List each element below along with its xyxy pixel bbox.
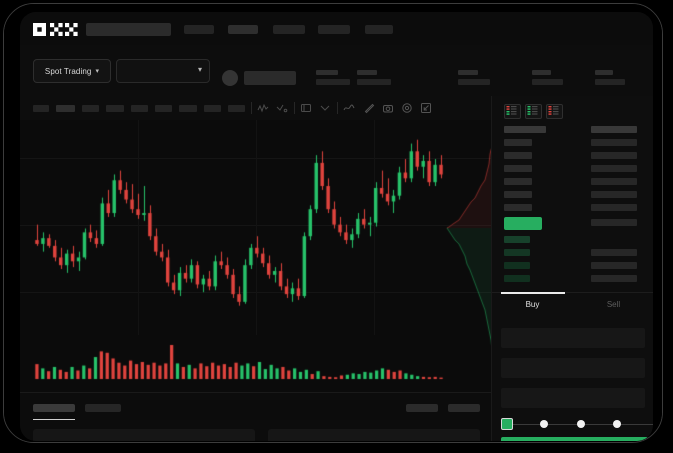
search-input[interactable] [86, 23, 171, 36]
interval-chip-6[interactable] [155, 105, 172, 112]
order-book-panel: Buy Sell [491, 96, 653, 441]
stat-last-price [316, 70, 350, 85]
nav-item-2[interactable] [228, 25, 258, 34]
pair-select-dropdown[interactable]: ▾ [116, 59, 210, 83]
buy-submit-button[interactable] [501, 437, 653, 441]
interval-chip-5[interactable] [131, 105, 148, 112]
bid-row-price-4[interactable] [504, 275, 530, 282]
interval-chip-8[interactable] [204, 105, 221, 112]
app-header [20, 12, 653, 45]
price-chart[interactable] [20, 120, 491, 392]
ask-row-price-2[interactable] [504, 152, 532, 159]
orderbook-mode-both-icon[interactable] [504, 104, 521, 119]
bottom-content-panel-1 [33, 429, 255, 441]
interval-chip-2[interactable] [56, 105, 75, 112]
bid-row-size-3 [591, 262, 637, 269]
bottom-content-panel-2 [268, 429, 480, 441]
stat-volume-24h [595, 70, 625, 85]
ask-row-size-3 [591, 165, 637, 172]
tab-order-history[interactable] [85, 404, 121, 412]
tab-sell[interactable]: Sell [606, 300, 621, 309]
settings-gear-icon[interactable] [401, 102, 413, 114]
drawing-tools-icon[interactable] [363, 102, 375, 114]
chevron-down-icon: ▾ [197, 65, 202, 74]
ask-row-size-1 [591, 139, 637, 146]
snapshot-icon[interactable] [382, 102, 394, 114]
indicator-icon[interactable] [257, 102, 269, 114]
ask-row-price-5[interactable] [504, 191, 532, 198]
interval-chip-4[interactable] [106, 105, 124, 112]
bottom-action-2[interactable] [448, 404, 480, 412]
interval-chip-1[interactable] [33, 105, 49, 112]
stat-change-24h [357, 70, 391, 85]
tab-open-orders[interactable] [33, 404, 75, 412]
coin-avatar [222, 70, 238, 86]
nav-item-5[interactable] [365, 25, 393, 34]
bid-row-price-3[interactable] [504, 262, 530, 269]
orderbook-mode-asks-icon[interactable] [546, 104, 563, 119]
bid-row-size-4 [591, 275, 637, 282]
chevron-down-icon: ▾ [95, 67, 100, 75]
interval-chip-3[interactable] [82, 105, 99, 112]
slider-stop-50[interactable] [577, 420, 585, 428]
bottom-action-1[interactable] [406, 404, 438, 412]
interval-chip-9[interactable] [228, 105, 245, 112]
tab-buy[interactable]: Buy [525, 300, 540, 309]
orderbook-mode-bids-icon[interactable] [525, 104, 542, 119]
app-screen: Spot Trading ▾ ▾ [20, 12, 653, 441]
chart-type-icon[interactable] [319, 102, 331, 114]
stat-low-24h [532, 70, 563, 85]
orderbook-last-size [591, 219, 637, 226]
active-tab-underline [33, 419, 75, 420]
bid-row-price-2[interactable] [504, 249, 530, 256]
compare-icon[interactable] [276, 102, 288, 114]
orderbook-last-price [504, 217, 542, 230]
amount-slider-handle[interactable] [501, 418, 513, 430]
ask-row-size-6 [591, 204, 637, 211]
nav-item-1[interactable] [184, 25, 214, 34]
volume-canvas [20, 335, 491, 387]
ask-row-size-5 [591, 191, 637, 198]
fullscreen-icon[interactable] [420, 102, 432, 114]
candlestick-canvas [20, 120, 491, 335]
nav-item-3[interactable] [273, 25, 305, 34]
interval-chip-7[interactable] [179, 105, 197, 112]
ask-row-size-4 [591, 178, 637, 185]
spot-trading-dropdown[interactable]: Spot Trading ▾ [33, 59, 111, 83]
ask-row-price-4[interactable] [504, 178, 532, 185]
okx-logo-icon[interactable] [33, 23, 78, 36]
bid-row-price-1[interactable] [504, 236, 530, 243]
total-field[interactable] [501, 388, 645, 408]
ask-row-price-6[interactable] [504, 204, 532, 211]
bottom-panel [20, 392, 491, 441]
order-book-depth-chart [445, 120, 495, 352]
stat-high-24h [458, 70, 490, 85]
line-chart-icon[interactable] [343, 102, 355, 114]
slider-stop-75[interactable] [613, 420, 621, 428]
spot-trading-label: Spot Trading [44, 66, 92, 76]
ask-row-price-3[interactable] [504, 165, 532, 172]
nav-item-4[interactable] [318, 25, 350, 34]
price-field[interactable] [501, 328, 645, 348]
slider-stop-25[interactable] [540, 420, 548, 428]
ask-row-size-2 [591, 152, 637, 159]
orderbook-column-header-size [591, 126, 637, 133]
amount-field[interactable] [501, 358, 645, 378]
chart-toolbar [20, 96, 491, 121]
bid-row-size-2 [591, 249, 637, 256]
ask-row-price-1[interactable] [504, 139, 532, 146]
orderbook-column-header-price [504, 126, 546, 133]
pair-name-label [244, 71, 296, 85]
trade-form-tabs: Buy Sell [492, 292, 653, 317]
templates-icon[interactable] [300, 102, 312, 114]
active-trade-tab-underline [501, 292, 565, 294]
